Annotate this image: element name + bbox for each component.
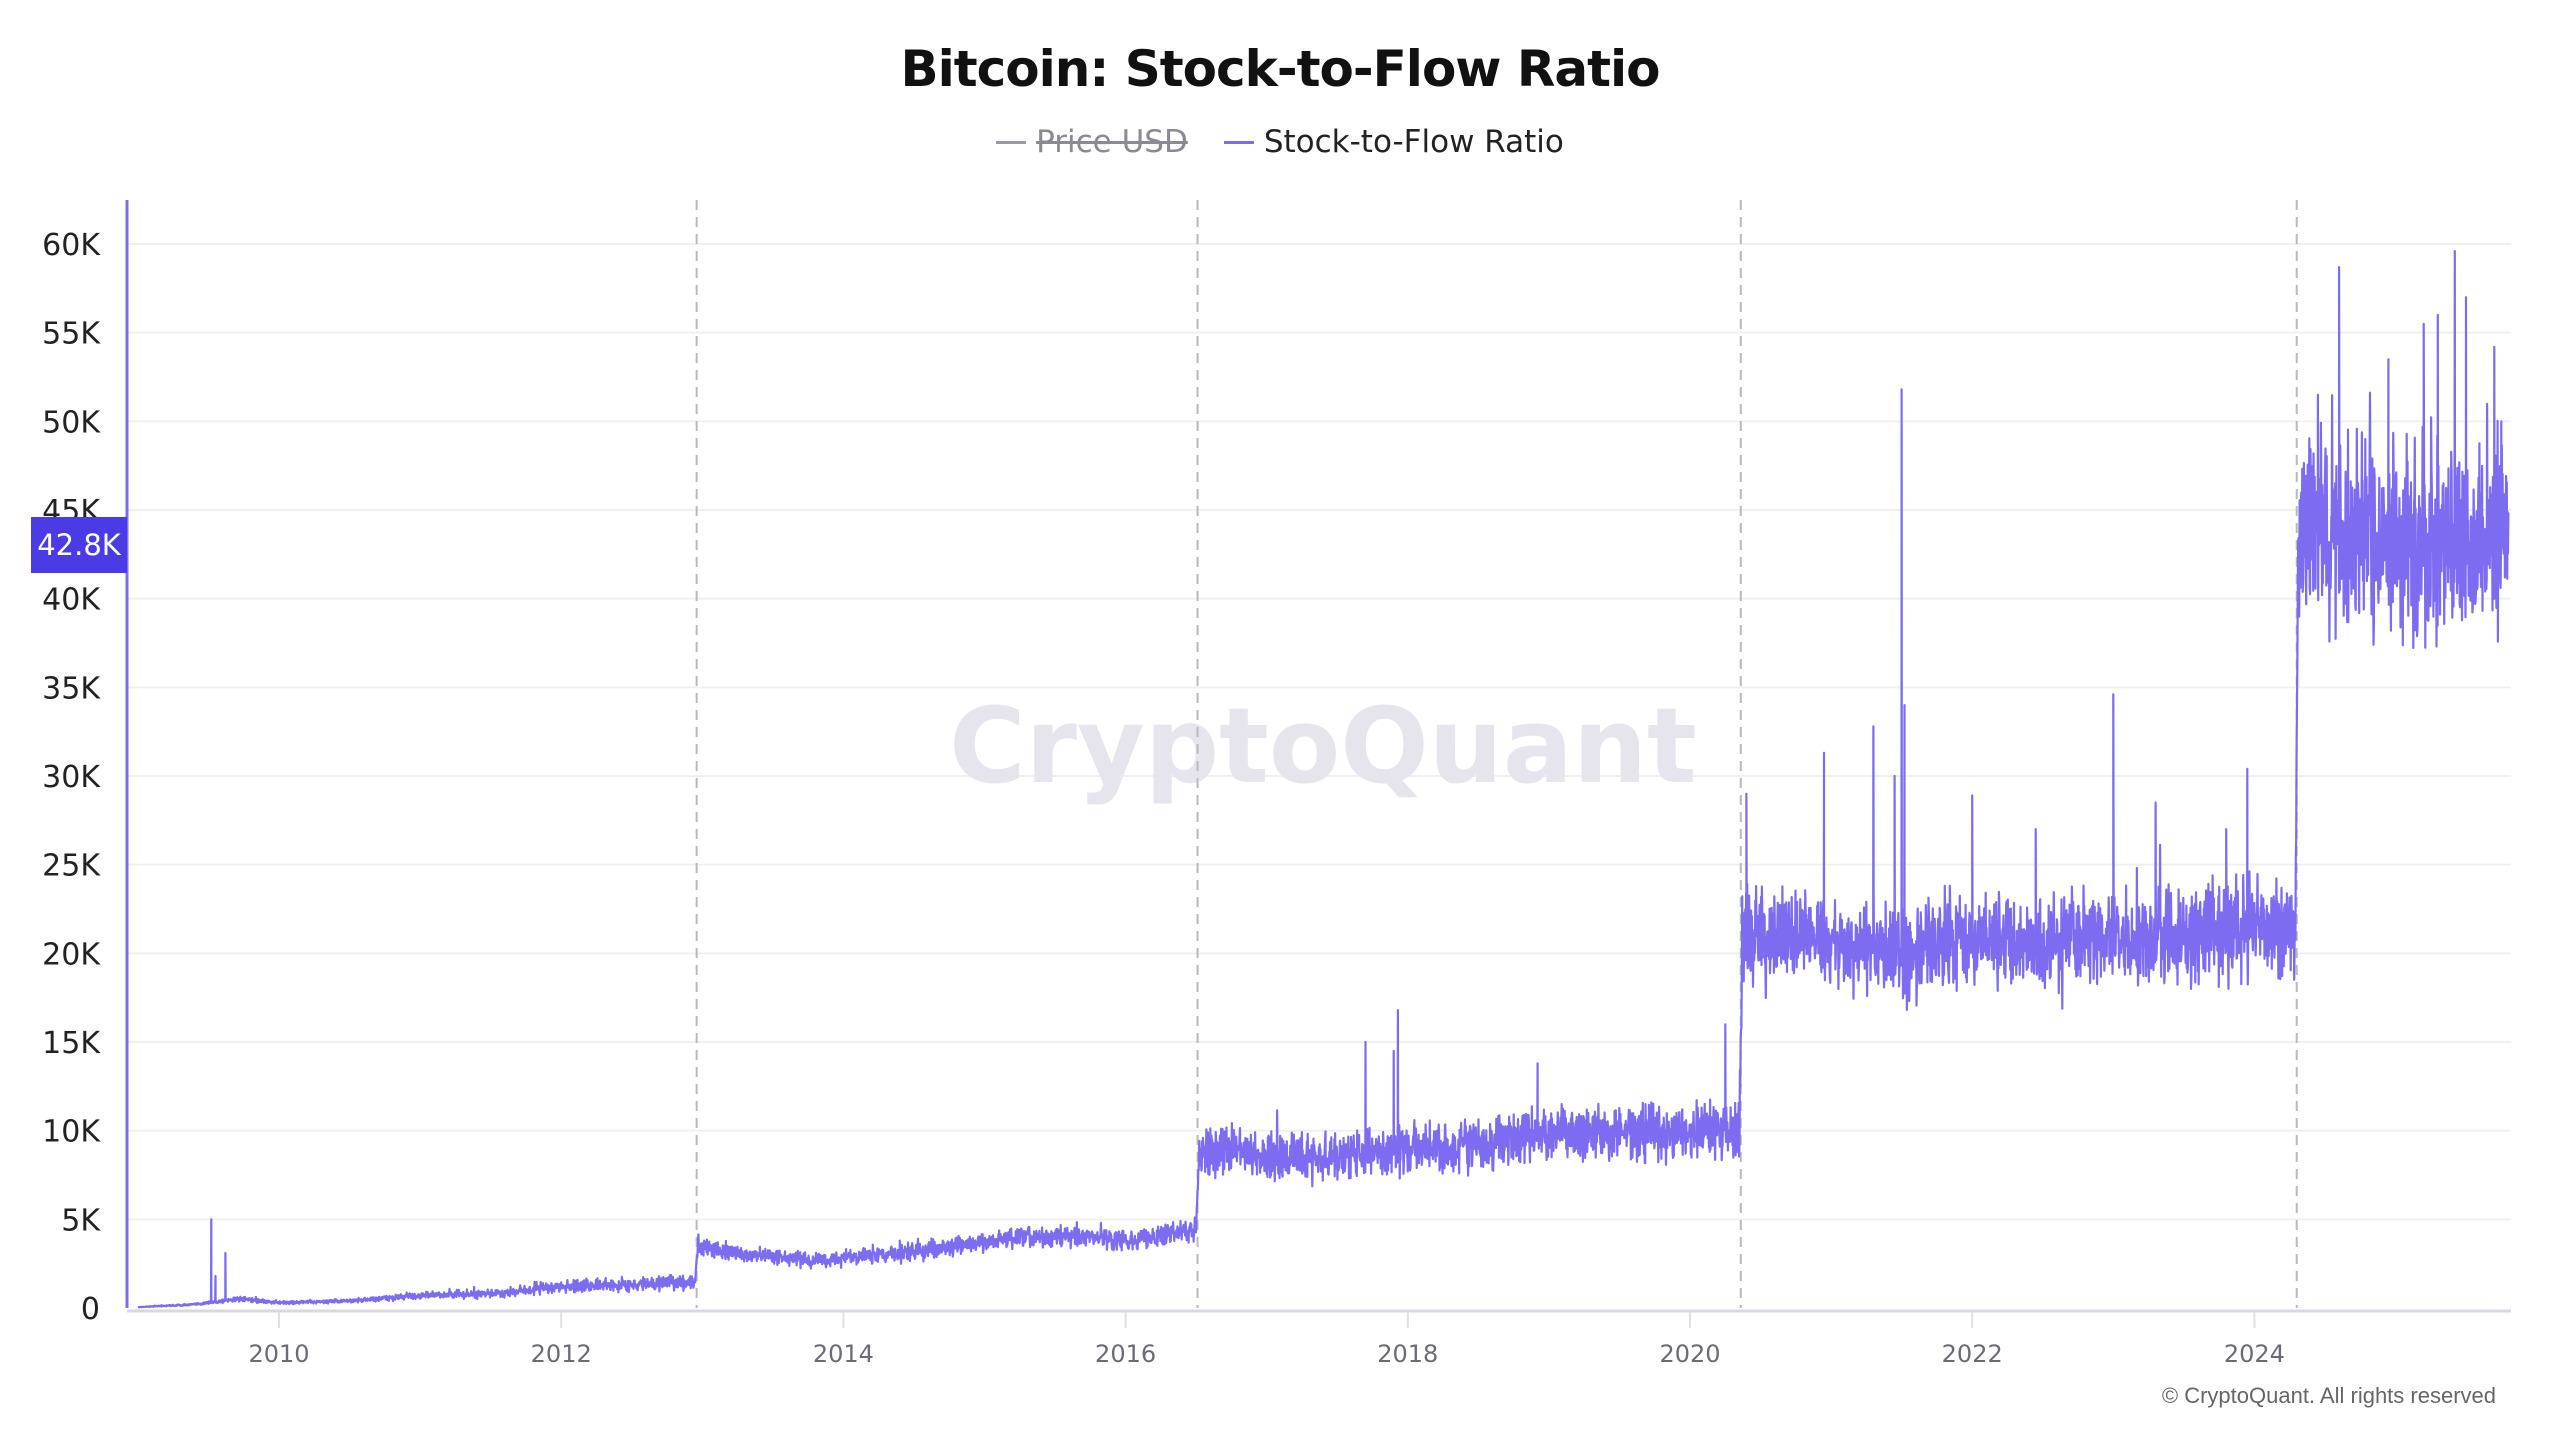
y-tick-label: 10K <box>42 1115 101 1150</box>
y-tick-label: 50K <box>42 405 101 440</box>
legend-item-price-usd[interactable]: Price USD <box>996 124 1188 160</box>
y-tick-label: 0 <box>81 1292 100 1327</box>
x-tick-label: 2022 <box>1942 1340 2003 1368</box>
y-tick-label: 60K <box>42 228 101 263</box>
copyright: © CryptoQuant. All rights reserved <box>2161 1383 2496 1408</box>
y-tick-label: 20K <box>42 937 101 972</box>
y-tick-label: 35K <box>42 671 101 706</box>
y-tick-label: 30K <box>42 760 101 795</box>
x-tick-label: 2016 <box>1095 1340 1156 1368</box>
watermark: CryptoQuant <box>949 685 1696 807</box>
y-tick-label: 55K <box>42 317 101 352</box>
x-tick-label: 2014 <box>813 1340 874 1368</box>
legend: Price USD Stock-to-Flow Ratio <box>0 124 2560 160</box>
x-tick-label: 2018 <box>1377 1340 1438 1368</box>
y-tick-label: 5K <box>61 1203 101 1238</box>
x-tick-label: 2024 <box>2224 1340 2285 1368</box>
current-value-badge: 42.8K <box>31 517 127 573</box>
legend-label-stock-to-flow: Stock-to-Flow Ratio <box>1263 124 1564 160</box>
legend-label-price-usd: Price USD <box>1036 124 1188 160</box>
legend-swatch-stock-to-flow <box>1223 140 1254 144</box>
x-axis-ticks: 2010 2012 2014 2016 2018 2020 2022 2024 <box>248 1312 2285 1368</box>
legend-item-stock-to-flow[interactable]: Stock-to-Flow Ratio <box>1223 124 1564 160</box>
x-tick-label: 2012 <box>531 1340 592 1368</box>
y-tick-label: 25K <box>42 849 101 884</box>
chart-title: Bitcoin: Stock-to-Flow Ratio <box>900 40 1660 98</box>
series <box>137 250 2510 1309</box>
y-tick-label: 15K <box>42 1026 101 1061</box>
x-tick-label: 2010 <box>248 1340 309 1368</box>
legend-swatch-price-usd <box>996 140 1027 144</box>
axes <box>125 200 2511 1313</box>
x-tick-label: 2020 <box>1659 1340 1720 1368</box>
series-line-stock-to-flow-ratio <box>137 250 2510 1309</box>
y-tick-label: 40K <box>42 583 101 618</box>
